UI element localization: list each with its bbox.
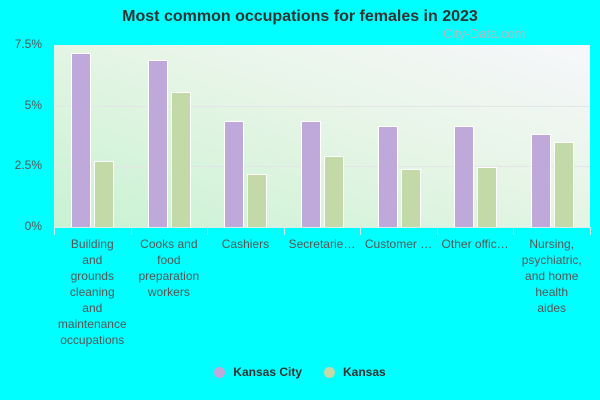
bar-kansas-city[interactable] xyxy=(530,133,551,227)
bar-kansas[interactable] xyxy=(247,173,268,227)
gridline xyxy=(54,105,590,107)
x-tick-label: Cashiers xyxy=(221,237,270,251)
x-tick xyxy=(436,227,438,235)
y-tick-label: 7.5% xyxy=(14,37,42,51)
gridline xyxy=(54,166,590,168)
legend-item-kansas[interactable]: Kansas xyxy=(324,365,386,379)
plot-area: City-Data.com xyxy=(54,26,590,227)
x-tick-label: Other offic… xyxy=(441,237,509,251)
bar-kansas[interactable] xyxy=(553,141,574,227)
bar-kansas[interactable] xyxy=(170,91,191,227)
legend: Kansas City Kansas xyxy=(0,365,600,379)
bar-kansas[interactable] xyxy=(477,167,498,227)
bar-kansas-city[interactable] xyxy=(454,125,475,227)
x-tick-label: Cooks and food preparation workers xyxy=(138,237,200,299)
legend-swatch-icon xyxy=(324,366,335,378)
y-tick-label: 5% xyxy=(24,97,42,112)
bar-kansas[interactable] xyxy=(324,156,344,227)
x-tick xyxy=(590,227,591,235)
legend-swatch-icon xyxy=(214,366,226,378)
x-tick-label: Nursing, psychiatric, and home health ai… xyxy=(521,237,582,315)
x-tick-label: Customer … xyxy=(364,237,433,251)
bar-kansas-city[interactable] xyxy=(377,125,398,227)
bar-kansas-city[interactable] xyxy=(71,52,92,227)
x-tick xyxy=(360,227,362,235)
bar-kansas-city[interactable] xyxy=(224,121,245,227)
x-axis-line xyxy=(54,227,590,228)
x-tick-label: Building and grounds cleaning and mainte… xyxy=(57,237,127,347)
x-tick xyxy=(283,227,285,235)
bar-kansas-city[interactable] xyxy=(301,121,321,227)
y-tick-label: 0% xyxy=(24,219,42,233)
x-tick xyxy=(54,227,55,235)
legend-label: Kansas City xyxy=(233,365,302,379)
x-tick xyxy=(207,227,209,235)
x-tick xyxy=(513,227,515,235)
x-tick xyxy=(130,227,132,235)
legend-item-kansas-city[interactable]: Kansas City xyxy=(214,365,302,379)
chart-title: Most common occupations for females in 2… xyxy=(122,8,478,25)
legend-label: Kansas xyxy=(343,365,386,379)
watermark: City-Data.com xyxy=(443,26,526,41)
y-tick-label: 2.5% xyxy=(14,158,42,173)
bar-kansas[interactable] xyxy=(400,168,421,227)
bar-kansas[interactable] xyxy=(94,161,115,227)
bar-kansas-city[interactable] xyxy=(147,59,168,227)
x-tick-label: Secretarie… xyxy=(288,237,356,251)
